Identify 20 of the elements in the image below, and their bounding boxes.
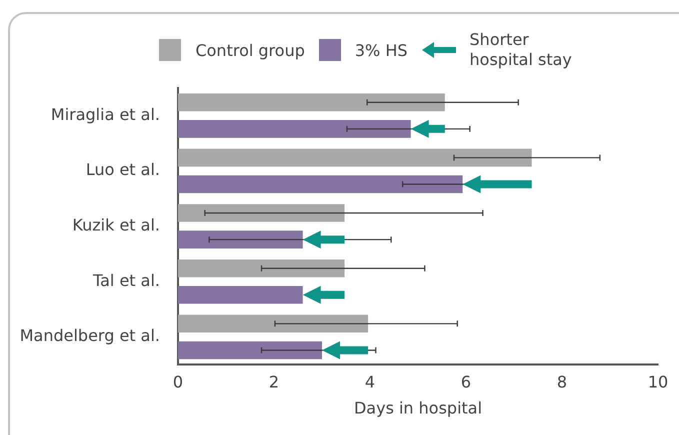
y-tick-label: Tal et al. xyxy=(92,270,160,290)
y-tick-label: Luo et al. xyxy=(86,160,160,180)
bar xyxy=(178,314,368,333)
legend-label: 3% HS xyxy=(354,40,408,60)
y-tick-label: Mandelberg et al. xyxy=(20,326,160,346)
x-tick-label: 4 xyxy=(364,372,376,392)
bar xyxy=(178,148,532,167)
x-tick-label: 0 xyxy=(172,372,184,392)
x-tick-label: 2 xyxy=(268,372,280,392)
x-axis-title: Days in hospital xyxy=(354,398,482,418)
y-tick-label: Kuzik et al. xyxy=(72,215,160,234)
x-tick-label: 8 xyxy=(556,372,568,392)
x-tick-label: 6 xyxy=(460,372,472,392)
text: Shorter hospital stay xyxy=(470,30,573,70)
x-tick-label: 10 xyxy=(648,372,668,392)
legend-label: Control group xyxy=(195,40,305,60)
bar xyxy=(178,259,345,278)
bar xyxy=(178,93,445,112)
bar xyxy=(178,204,345,222)
y-tick-label: Miraglia et al. xyxy=(50,104,160,124)
